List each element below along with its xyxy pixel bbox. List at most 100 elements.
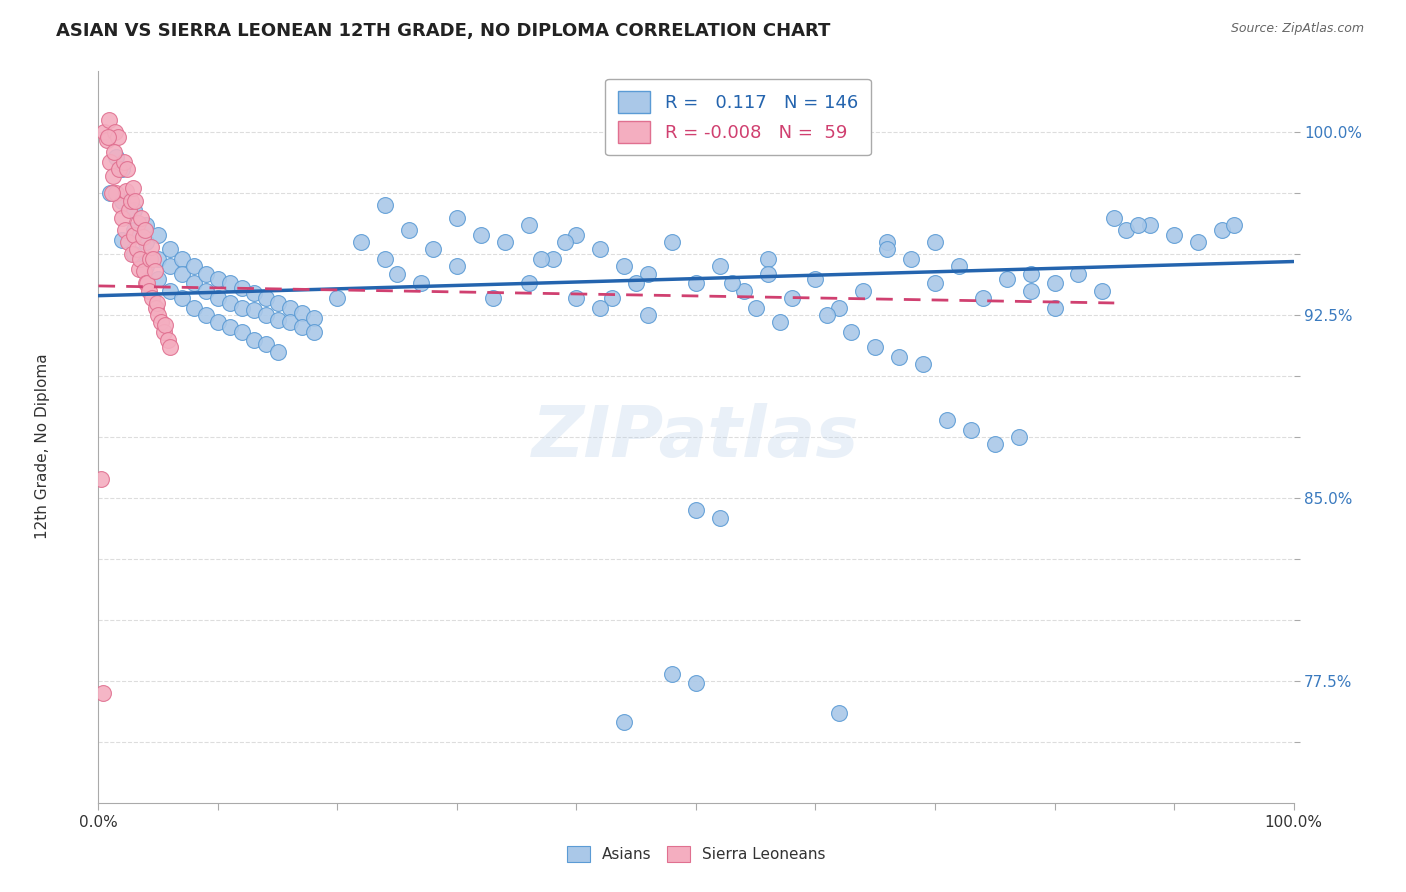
Point [148, 252, 170, 266]
Point [1043, 277, 1066, 291]
Point [124, 227, 146, 242]
Point [422, 243, 444, 257]
Point [90, 471, 112, 485]
Point [278, 316, 301, 330]
Point [135, 218, 157, 232]
Point [115, 161, 138, 176]
Point [148, 308, 170, 322]
Point [207, 316, 229, 330]
Point [231, 301, 253, 315]
Point [1067, 267, 1090, 281]
Point [145, 301, 167, 315]
Point [291, 320, 314, 334]
Point [104, 125, 127, 139]
Point [139, 252, 162, 266]
Point [900, 252, 922, 266]
Point [613, 715, 636, 730]
Point [98, 154, 122, 169]
Point [924, 277, 946, 291]
Point [91, 686, 114, 700]
Point [131, 211, 153, 225]
Point [876, 235, 898, 249]
Point [685, 503, 707, 517]
Point [470, 227, 492, 242]
Point [1019, 284, 1042, 298]
Point [128, 261, 150, 276]
Point [828, 706, 851, 720]
Point [589, 301, 612, 315]
Point [661, 666, 683, 681]
Point [1223, 218, 1246, 232]
Point [111, 194, 134, 208]
Point [195, 308, 218, 322]
Point [876, 243, 898, 257]
Point [756, 252, 779, 266]
Point [780, 291, 803, 305]
Point [98, 186, 122, 201]
Point [768, 316, 790, 330]
Point [142, 252, 165, 266]
Point [243, 303, 266, 318]
Point [93, 125, 115, 139]
Point [139, 240, 162, 254]
Point [267, 344, 290, 359]
Point [685, 676, 707, 690]
Point [326, 291, 349, 305]
Point [1008, 430, 1031, 444]
Point [231, 325, 253, 339]
Point [135, 260, 157, 274]
Point [153, 325, 176, 339]
Point [602, 291, 624, 305]
Point [148, 227, 170, 242]
Point [124, 247, 146, 261]
Point [243, 333, 266, 347]
Point [889, 350, 911, 364]
Point [254, 308, 277, 322]
Point [350, 235, 373, 249]
Point [120, 194, 142, 208]
Point [121, 247, 143, 261]
Point [105, 150, 128, 164]
Point [97, 130, 120, 145]
Text: ASIAN VS SIERRA LEONEAN 12TH GRADE, NO DIPLOMA CORRELATION CHART: ASIAN VS SIERRA LEONEAN 12TH GRADE, NO D… [56, 22, 831, 40]
Point [924, 235, 946, 249]
Point [1163, 227, 1185, 242]
Point [105, 186, 128, 201]
Point [111, 161, 134, 176]
Point [254, 337, 277, 351]
Point [411, 277, 433, 291]
Point [302, 325, 325, 339]
Point [131, 230, 153, 244]
Point [156, 333, 179, 347]
Point [136, 277, 159, 291]
Point [159, 260, 181, 274]
Legend: Asians, Sierra Leoneans: Asians, Sierra Leoneans [561, 840, 831, 868]
Point [107, 130, 129, 145]
Point [911, 357, 934, 371]
Point [101, 169, 124, 184]
Point [100, 186, 122, 201]
Point [530, 252, 553, 266]
Point [541, 252, 564, 266]
Point [852, 284, 875, 298]
Point [219, 296, 242, 310]
Text: ZIPatlas: ZIPatlas [533, 402, 859, 472]
Point [1104, 211, 1126, 225]
Point [554, 235, 576, 249]
Point [135, 277, 157, 291]
Point [745, 301, 768, 315]
Text: Source: ZipAtlas.com: Source: ZipAtlas.com [1230, 22, 1364, 36]
Point [267, 296, 290, 310]
Point [936, 413, 959, 427]
Point [626, 277, 648, 291]
Point [517, 218, 540, 232]
Point [114, 223, 136, 237]
Point [494, 235, 516, 249]
Point [108, 198, 131, 212]
Point [183, 277, 205, 291]
Point [172, 267, 194, 281]
Point [254, 291, 277, 305]
Point [122, 181, 145, 195]
Point [278, 301, 301, 315]
Point [148, 271, 170, 285]
